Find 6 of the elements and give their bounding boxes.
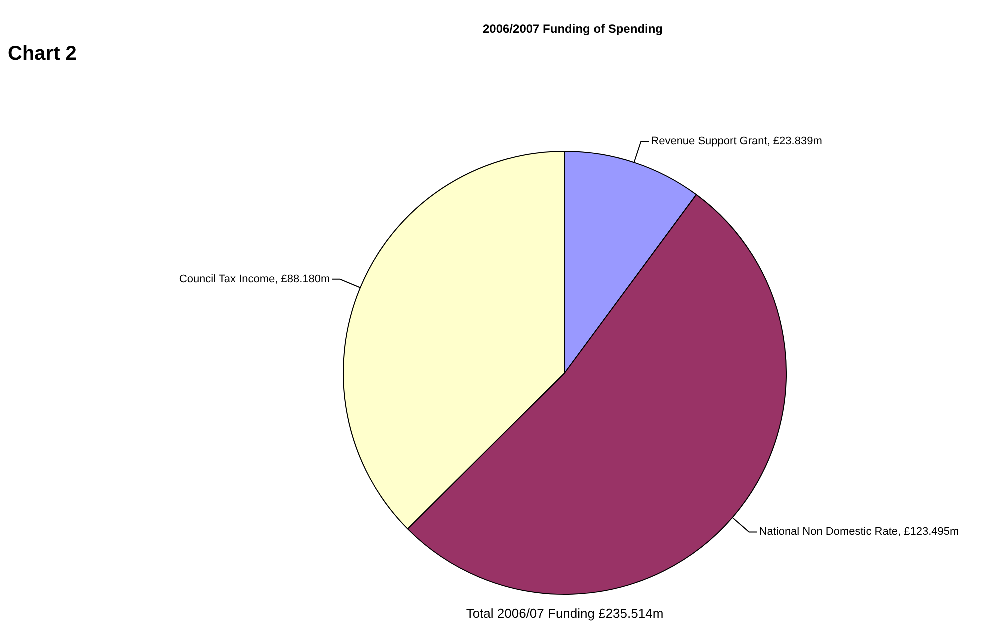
slice-label: Revenue Support Grant, £23.839m xyxy=(651,136,822,148)
text: Total 2006/07 Funding £235.514m xyxy=(465,606,665,621)
slice-label: Council Tax Income, £88.180m xyxy=(179,273,330,286)
caption: Chart 2 xyxy=(8,43,77,66)
chart-title: 2006/2007 Funding of Spending xyxy=(482,22,664,36)
slice-label: National Non Domestic Rate, £123.495m xyxy=(759,526,960,538)
